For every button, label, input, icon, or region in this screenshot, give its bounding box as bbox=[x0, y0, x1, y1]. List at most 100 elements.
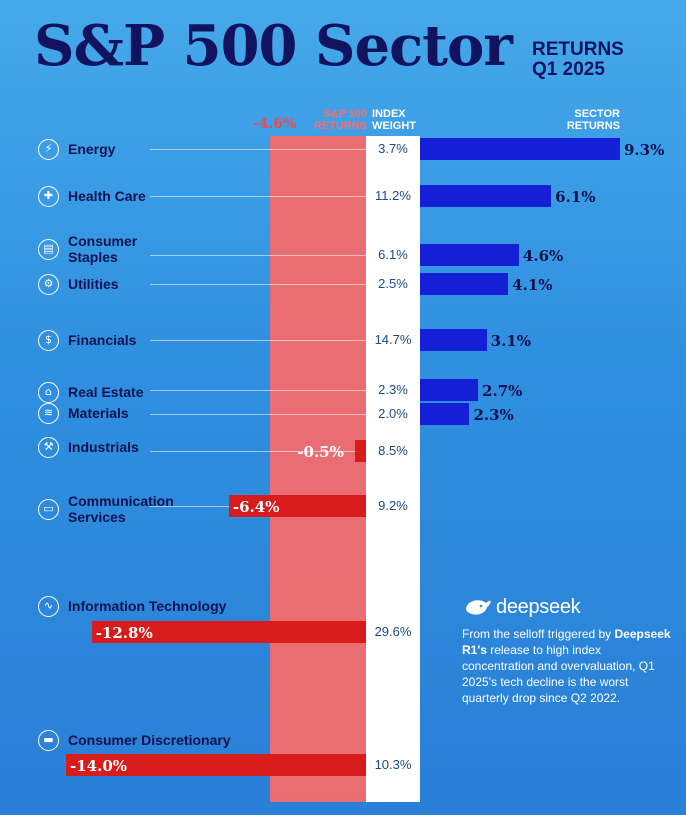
subtitle-line-1: RETURNS bbox=[532, 39, 624, 60]
sector-return-label: 4.1% bbox=[512, 276, 553, 294]
index-weight-value: 14.7% bbox=[374, 332, 412, 347]
gear-icon: ⚙ bbox=[38, 274, 59, 295]
leader-line bbox=[150, 196, 366, 197]
sector-label-line: Services bbox=[68, 509, 126, 525]
subtitle-line-2: Q1 2025 bbox=[532, 59, 605, 80]
chart-subtitle: RETURNS Q1 2025 bbox=[532, 40, 652, 80]
sector-return-bar bbox=[228, 495, 366, 517]
leader-line bbox=[150, 390, 366, 391]
house-icon: ⌂ bbox=[38, 382, 59, 403]
sector-label-line: Industrials bbox=[68, 439, 139, 455]
sector-return-bar bbox=[420, 244, 519, 266]
index-weight-value: 2.0% bbox=[378, 406, 408, 421]
weight-header-line-2: WEIGHT bbox=[372, 120, 416, 132]
lightning-icon: ⚡ bbox=[38, 139, 59, 160]
sector-label-line: Consumer bbox=[68, 233, 138, 249]
whale-icon bbox=[466, 600, 491, 615]
sector-label: Utilities bbox=[68, 276, 119, 292]
deepseek-logo-text: deepseek bbox=[496, 596, 581, 618]
sector-label: Consumer Staples bbox=[68, 233, 137, 265]
sector-label: Energy bbox=[68, 141, 115, 157]
dollar-icon: $ bbox=[38, 330, 59, 351]
returns-header-line-2: RETURNS bbox=[566, 120, 620, 132]
note-intro: From the selloff triggered by bbox=[462, 627, 615, 641]
sector-return-label: -14.0% bbox=[70, 757, 128, 775]
sector-return-label: -6.4% bbox=[232, 498, 280, 516]
medical-cross-icon: ✚ bbox=[38, 186, 59, 207]
sector-label-line: Information Technology bbox=[68, 598, 227, 614]
overall-return-value: -4.6% bbox=[253, 116, 297, 132]
leader-line bbox=[150, 284, 366, 285]
overall-return-header: S&P 500 RETURNS bbox=[305, 108, 367, 132]
sector-label-line: Materials bbox=[68, 405, 129, 421]
index-weight-value: 3.7% bbox=[378, 141, 408, 156]
index-weight-column bbox=[366, 136, 420, 802]
leader-line bbox=[150, 149, 366, 150]
weight-header-line-1: INDEX bbox=[372, 108, 406, 120]
sector-label: Materials bbox=[68, 405, 129, 421]
leader-line bbox=[150, 340, 366, 341]
sector-return-label: 4.6% bbox=[522, 247, 564, 265]
index-weight-value: 2.3% bbox=[378, 382, 408, 397]
index-weight-value: 11.2% bbox=[375, 188, 411, 203]
sector-label: Health Care bbox=[68, 188, 146, 204]
sector-label-line: Financials bbox=[68, 332, 137, 348]
sector-return-label: 9.3% bbox=[624, 141, 665, 159]
sector-return-label: 6.1% bbox=[555, 188, 596, 206]
overall-return-band bbox=[270, 136, 366, 802]
sector-return-bar bbox=[420, 403, 470, 425]
returns-header-line-1: SECTOR bbox=[574, 108, 620, 120]
leader-line bbox=[150, 451, 356, 452]
sector-return-bar bbox=[420, 379, 479, 401]
index-weight-value: 29.6% bbox=[374, 624, 412, 639]
note-rest: release to high index concentration and … bbox=[462, 643, 655, 705]
credit-card-icon: ▬ bbox=[38, 730, 59, 751]
sector-returns-header: SECTOR RETURNS bbox=[540, 108, 620, 132]
sector-return-bar bbox=[355, 440, 366, 462]
sector-return-label: -0.5% bbox=[297, 443, 344, 461]
note-emphasis: Deepseek R1's bbox=[462, 627, 671, 657]
index-weight-header: INDEX WEIGHT bbox=[372, 108, 424, 132]
leader-line bbox=[150, 506, 229, 507]
sector-label: Financials bbox=[68, 332, 136, 348]
sector-return-bar bbox=[420, 273, 509, 295]
trend-line-icon: ∿ bbox=[38, 596, 59, 617]
sector-label-line: Communication bbox=[68, 493, 174, 509]
chart-title: S&P 500 Sector bbox=[34, 13, 513, 79]
sector-return-bar bbox=[420, 138, 620, 160]
overall-header-line-1: S&P 500 bbox=[323, 108, 367, 120]
index-weight-value: 10.3% bbox=[374, 757, 412, 772]
index-weight-value: 6.1% bbox=[378, 247, 408, 262]
sector-return-label: 3.1% bbox=[490, 332, 532, 350]
layers-icon: ≋ bbox=[38, 403, 59, 424]
sector-label-line: Consumer Discretionary bbox=[68, 732, 231, 748]
sector-label-line: Staples bbox=[68, 249, 118, 265]
sector-label: Industrials bbox=[68, 439, 139, 455]
overall-header-line-2: RETURNS bbox=[313, 120, 367, 132]
sector-return-label: 2.7% bbox=[482, 382, 523, 400]
sector-label: Real Estate bbox=[68, 384, 143, 400]
sector-label: Consumer Discretionary bbox=[68, 732, 231, 748]
sector-label-line: Health Care bbox=[68, 188, 146, 204]
sector-return-bar bbox=[66, 754, 366, 776]
sector-return-bar bbox=[420, 329, 487, 351]
index-weight-value: 2.5% bbox=[378, 276, 408, 291]
sector-return-bar bbox=[91, 621, 366, 643]
sector-label-line: Real Estate bbox=[68, 384, 144, 400]
sector-label: Communication Services bbox=[68, 493, 174, 525]
index-weight-value: 9.2% bbox=[378, 498, 408, 513]
sector-label-line: Utilities bbox=[68, 276, 119, 292]
annotation-note: From the selloff triggered by Deepseek R… bbox=[462, 626, 672, 706]
index-weight-value: 8.5% bbox=[378, 443, 408, 458]
sector-return-label: 2.3% bbox=[473, 406, 514, 424]
sector-return-label: -12.8% bbox=[95, 624, 153, 642]
leader-line bbox=[150, 414, 366, 415]
clipboard-icon: ▤ bbox=[38, 239, 59, 260]
sector-label: Information Technology bbox=[68, 598, 226, 614]
factory-icon: ⚒ bbox=[38, 437, 59, 458]
sector-label-line: Energy bbox=[68, 141, 116, 157]
chat-bubble-icon: ▭ bbox=[38, 499, 59, 520]
sector-return-bar bbox=[420, 185, 552, 207]
leader-line bbox=[150, 255, 366, 256]
